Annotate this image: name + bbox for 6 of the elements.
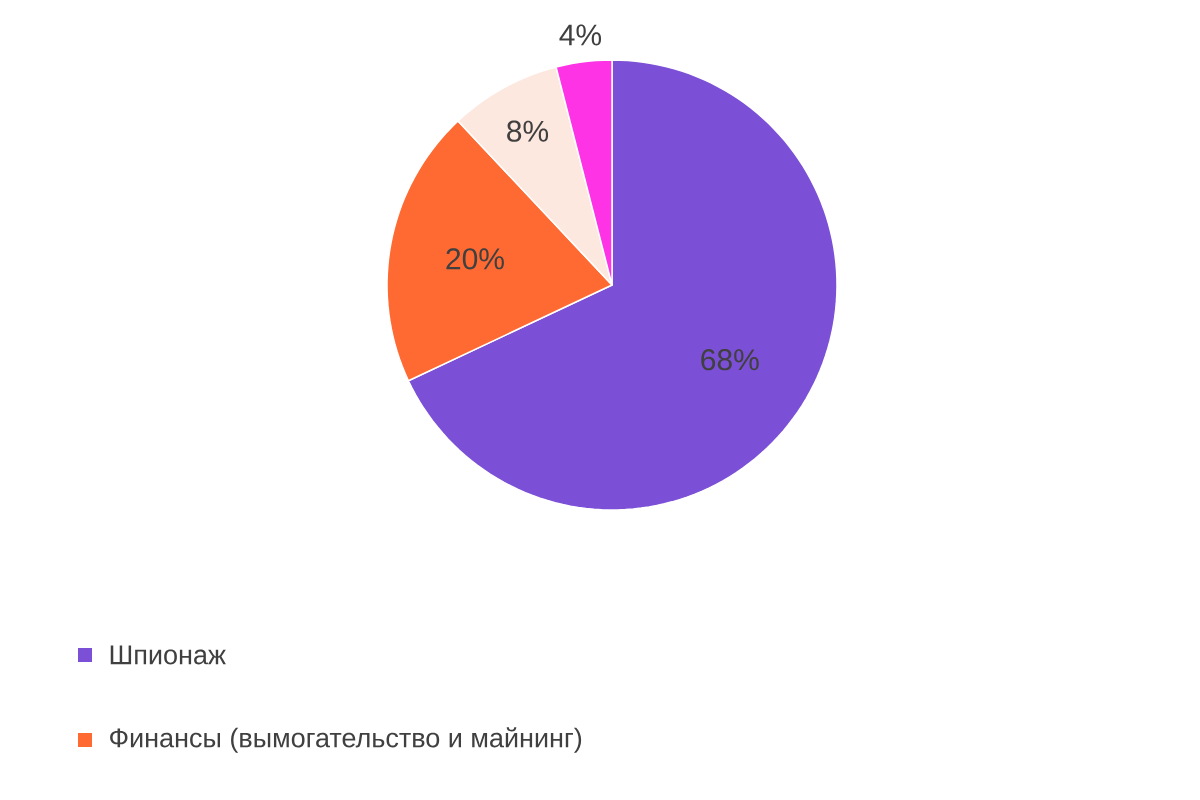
data-label: 68% xyxy=(701,349,759,371)
data-label: 20% xyxy=(446,248,504,270)
legend-label: Финансы (вымогательство и майнинг) xyxy=(110,727,582,753)
data-label: 4% xyxy=(559,24,602,46)
legend-label: Шпионаж xyxy=(110,645,226,665)
data-label: 8% xyxy=(507,120,549,142)
